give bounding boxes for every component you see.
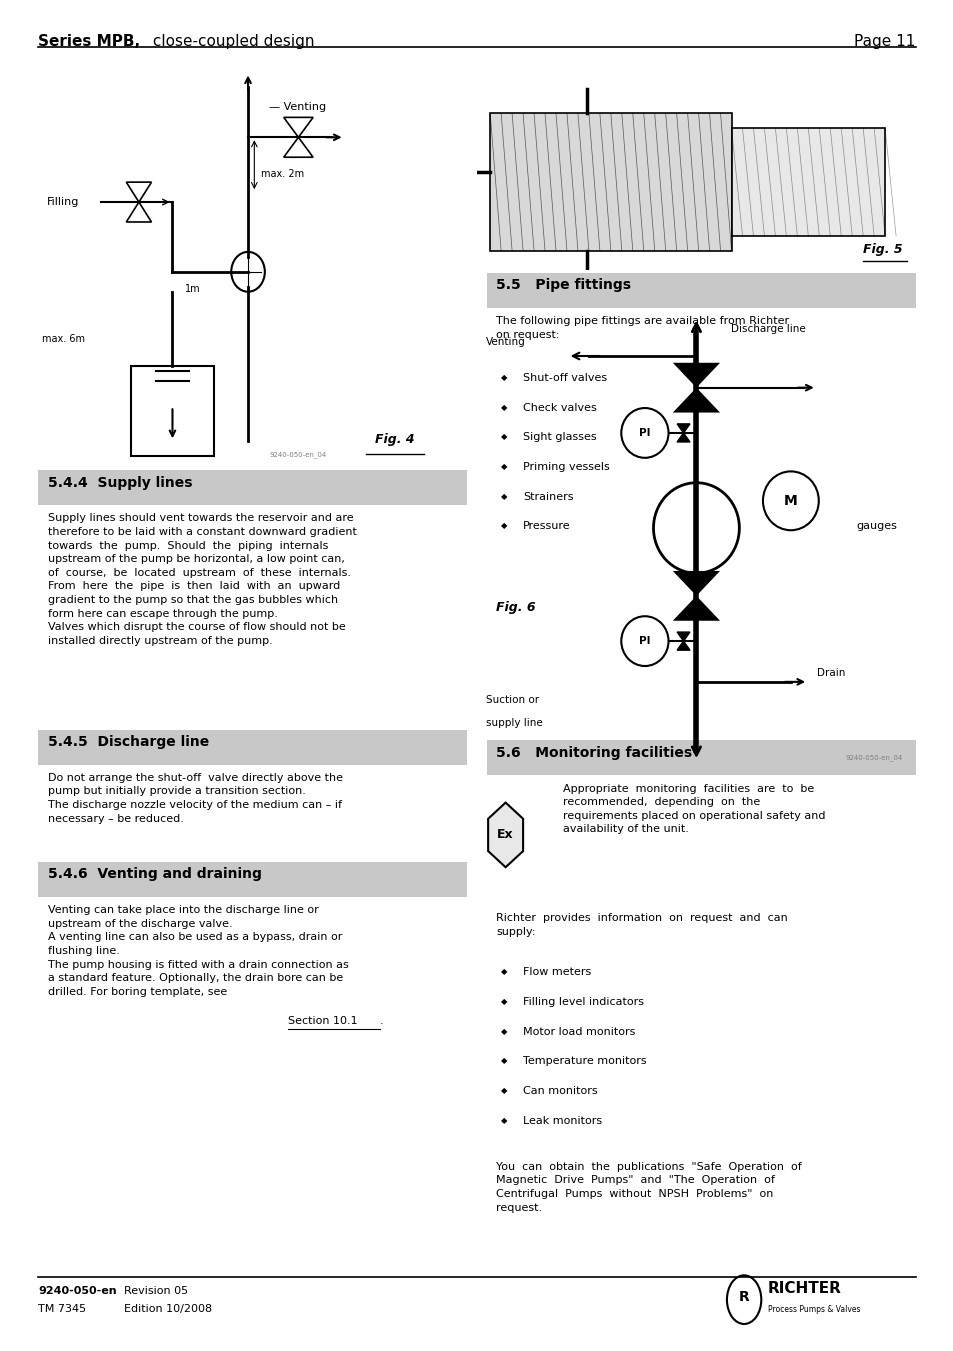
Text: 5.6   Monitoring facilities: 5.6 Monitoring facilities	[496, 746, 692, 759]
Text: Series MPB,: Series MPB,	[38, 34, 140, 49]
FancyBboxPatch shape	[38, 470, 467, 505]
Text: TM 7345: TM 7345	[38, 1304, 86, 1313]
Polygon shape	[672, 596, 720, 620]
Text: Leak monitors: Leak monitors	[522, 1116, 601, 1125]
Polygon shape	[672, 363, 720, 388]
Text: ◆: ◆	[500, 967, 507, 977]
Text: Do not arrange the shut-off  valve directly above the
pump but initially provide: Do not arrange the shut-off valve direct…	[48, 773, 342, 824]
Text: Page 11: Page 11	[854, 34, 915, 49]
Text: close-coupled design: close-coupled design	[148, 34, 314, 49]
FancyBboxPatch shape	[486, 273, 915, 308]
Polygon shape	[677, 432, 689, 442]
Polygon shape	[672, 571, 720, 596]
Text: ◆: ◆	[500, 1086, 507, 1096]
Text: ◆: ◆	[500, 492, 507, 501]
Text: ◆: ◆	[500, 1056, 507, 1066]
Text: Shut-off valves: Shut-off valves	[522, 373, 606, 382]
Text: Can monitors: Can monitors	[522, 1086, 597, 1096]
Text: Ex: Ex	[497, 828, 514, 842]
FancyBboxPatch shape	[490, 113, 731, 251]
Text: Motor load monitors: Motor load monitors	[522, 1027, 635, 1036]
Text: Drain: Drain	[816, 667, 844, 678]
Text: Appropriate  monitoring  facilities  are  to  be
recommended,  depending  on  th: Appropriate monitoring facilities are to…	[562, 784, 824, 835]
Text: R: R	[738, 1290, 749, 1304]
Text: Process Pumps & Valves: Process Pumps & Valves	[767, 1305, 860, 1313]
FancyBboxPatch shape	[38, 862, 467, 897]
Text: Fig. 5: Fig. 5	[862, 243, 902, 255]
Text: Revision 05: Revision 05	[124, 1286, 188, 1296]
Polygon shape	[677, 424, 689, 432]
Text: max. 2m: max. 2m	[260, 169, 303, 180]
Text: Venting can take place into the discharge line or
upstream of the discharge valv: Venting can take place into the discharg…	[48, 905, 348, 997]
FancyBboxPatch shape	[38, 730, 467, 765]
Text: 9240-050-en_04: 9240-050-en_04	[844, 754, 902, 761]
Text: Discharge line: Discharge line	[730, 324, 804, 334]
Polygon shape	[677, 642, 689, 650]
Text: Temperature monitors: Temperature monitors	[522, 1056, 646, 1066]
Text: ◆: ◆	[500, 432, 507, 442]
Text: — Venting: — Venting	[269, 103, 326, 112]
Text: 5.4.4  Supply lines: 5.4.4 Supply lines	[48, 476, 192, 489]
Text: Suction or: Suction or	[485, 694, 538, 705]
Text: Edition 10/2008: Edition 10/2008	[124, 1304, 212, 1313]
Text: Fig. 6: Fig. 6	[496, 601, 536, 615]
Text: ◆: ◆	[500, 1116, 507, 1125]
Text: Fig. 4: Fig. 4	[375, 434, 415, 446]
Text: Flow meters: Flow meters	[522, 967, 591, 977]
Text: ◆: ◆	[500, 373, 507, 382]
Text: Venting: Venting	[485, 338, 525, 347]
Text: ◆: ◆	[500, 462, 507, 471]
Text: Pressure: Pressure	[522, 521, 570, 531]
Text: ◆: ◆	[500, 997, 507, 1006]
FancyBboxPatch shape	[731, 128, 884, 236]
Text: Filling level indicators: Filling level indicators	[522, 997, 643, 1006]
Text: Supply lines should vent towards the reservoir and are
therefore to be laid with: Supply lines should vent towards the res…	[48, 513, 356, 646]
Text: 5.4.5  Discharge line: 5.4.5 Discharge line	[48, 735, 209, 748]
Text: Section 10.1: Section 10.1	[288, 1016, 357, 1025]
Polygon shape	[677, 632, 689, 642]
Text: ◆: ◆	[500, 521, 507, 531]
Text: .: .	[379, 1016, 383, 1025]
Text: PI: PI	[639, 636, 650, 646]
FancyBboxPatch shape	[486, 740, 915, 775]
Text: Filling: Filling	[47, 197, 79, 207]
Text: M: M	[783, 494, 797, 508]
Text: 5.5   Pipe fittings: 5.5 Pipe fittings	[496, 278, 631, 292]
Text: You  can  obtain  the  publications  "Safe  Operation  of
Magnetic  Drive  Pumps: You can obtain the publications "Safe Op…	[496, 1162, 801, 1213]
Text: max. 6m: max. 6m	[42, 334, 85, 343]
Text: Strainers: Strainers	[522, 492, 573, 501]
Text: 1m: 1m	[185, 284, 200, 293]
Text: 9240-050-en: 9240-050-en	[38, 1286, 116, 1296]
Text: The following pipe fittings are available from Richter
on request:: The following pipe fittings are availabl…	[496, 316, 788, 339]
Text: PI: PI	[639, 428, 650, 438]
Text: Check valves: Check valves	[522, 403, 596, 412]
Text: 5.4.6  Venting and draining: 5.4.6 Venting and draining	[48, 867, 261, 881]
Text: Sight glasses: Sight glasses	[522, 432, 596, 442]
Text: gauges: gauges	[855, 521, 896, 531]
Text: ◆: ◆	[500, 1027, 507, 1036]
Text: 9240-050-en_04: 9240-050-en_04	[269, 451, 326, 458]
Polygon shape	[488, 802, 522, 867]
Text: Richter  provides  information  on  request  and  can
supply:: Richter provides information on request …	[496, 913, 787, 936]
Polygon shape	[672, 388, 720, 412]
Text: supply line: supply line	[485, 717, 542, 728]
Text: ◆: ◆	[500, 403, 507, 412]
Text: RICHTER: RICHTER	[767, 1281, 841, 1297]
Text: Priming vessels: Priming vessels	[522, 462, 609, 471]
